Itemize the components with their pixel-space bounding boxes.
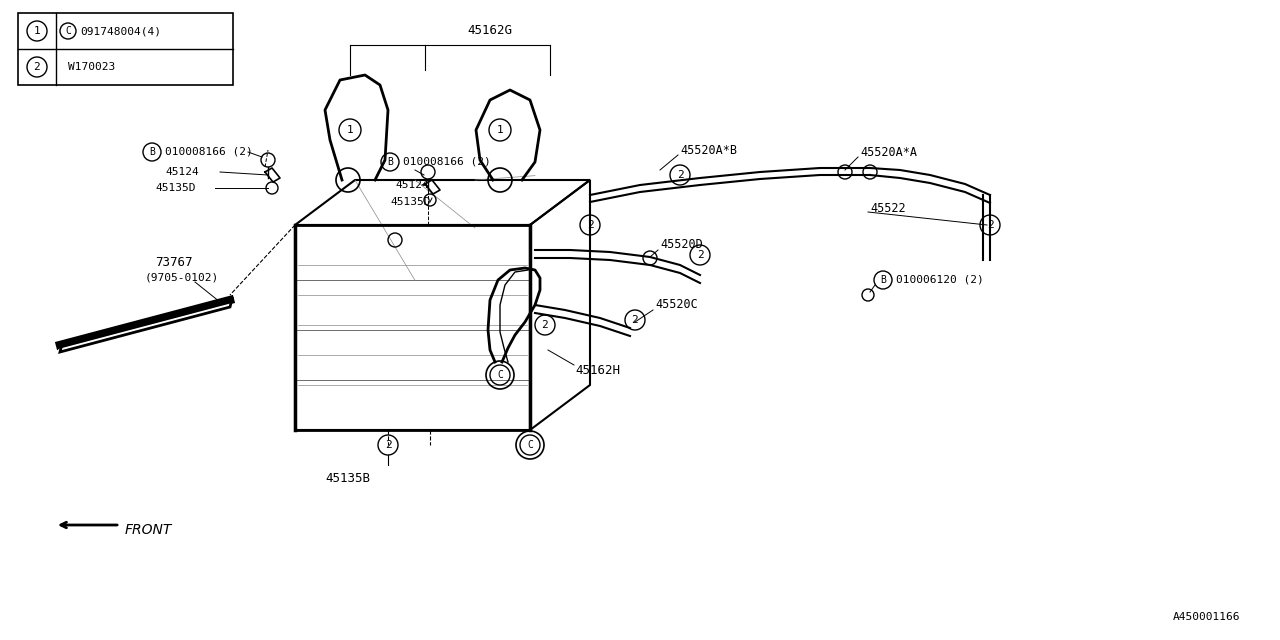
Bar bbox=[18, 13, 233, 85]
Text: 45162G: 45162G bbox=[467, 24, 512, 36]
Text: 010008166 (2): 010008166 (2) bbox=[165, 147, 252, 157]
Text: 45520D: 45520D bbox=[660, 239, 703, 252]
Text: 091748004(4): 091748004(4) bbox=[79, 26, 161, 36]
Text: 45520A*A: 45520A*A bbox=[860, 145, 916, 159]
Text: 45162H: 45162H bbox=[575, 364, 620, 376]
Text: 2: 2 bbox=[541, 320, 548, 330]
Text: C: C bbox=[497, 370, 503, 380]
Text: 2: 2 bbox=[677, 170, 684, 180]
Text: 010006120 (2): 010006120 (2) bbox=[896, 275, 984, 285]
Text: 1: 1 bbox=[347, 125, 353, 135]
Text: 45124: 45124 bbox=[396, 180, 429, 190]
Text: (9705-0102): (9705-0102) bbox=[145, 273, 219, 283]
Text: 2: 2 bbox=[631, 315, 639, 325]
Text: B: B bbox=[881, 275, 886, 285]
Text: 45135B: 45135B bbox=[325, 472, 370, 484]
Text: 2: 2 bbox=[696, 250, 704, 260]
Text: 45520C: 45520C bbox=[655, 298, 698, 312]
Text: FRONT: FRONT bbox=[125, 523, 173, 537]
Text: 2: 2 bbox=[384, 440, 392, 450]
Text: 45522: 45522 bbox=[870, 202, 906, 214]
Text: 1: 1 bbox=[33, 26, 41, 36]
Text: 73767: 73767 bbox=[155, 255, 192, 269]
Text: 45135D: 45135D bbox=[390, 197, 430, 207]
Text: 2: 2 bbox=[987, 220, 993, 230]
Text: B: B bbox=[148, 147, 155, 157]
Text: A450001166: A450001166 bbox=[1172, 612, 1240, 622]
Text: 45124: 45124 bbox=[165, 167, 198, 177]
Text: 1: 1 bbox=[497, 125, 503, 135]
Text: 45135D: 45135D bbox=[155, 183, 196, 193]
Text: 45520A*B: 45520A*B bbox=[680, 143, 737, 157]
Text: W170023: W170023 bbox=[68, 62, 115, 72]
Text: C: C bbox=[527, 440, 532, 450]
Text: C: C bbox=[65, 26, 70, 36]
Text: 2: 2 bbox=[33, 62, 41, 72]
Text: 2: 2 bbox=[586, 220, 594, 230]
Text: B: B bbox=[387, 157, 393, 167]
Text: 010008166 (2): 010008166 (2) bbox=[403, 157, 490, 167]
